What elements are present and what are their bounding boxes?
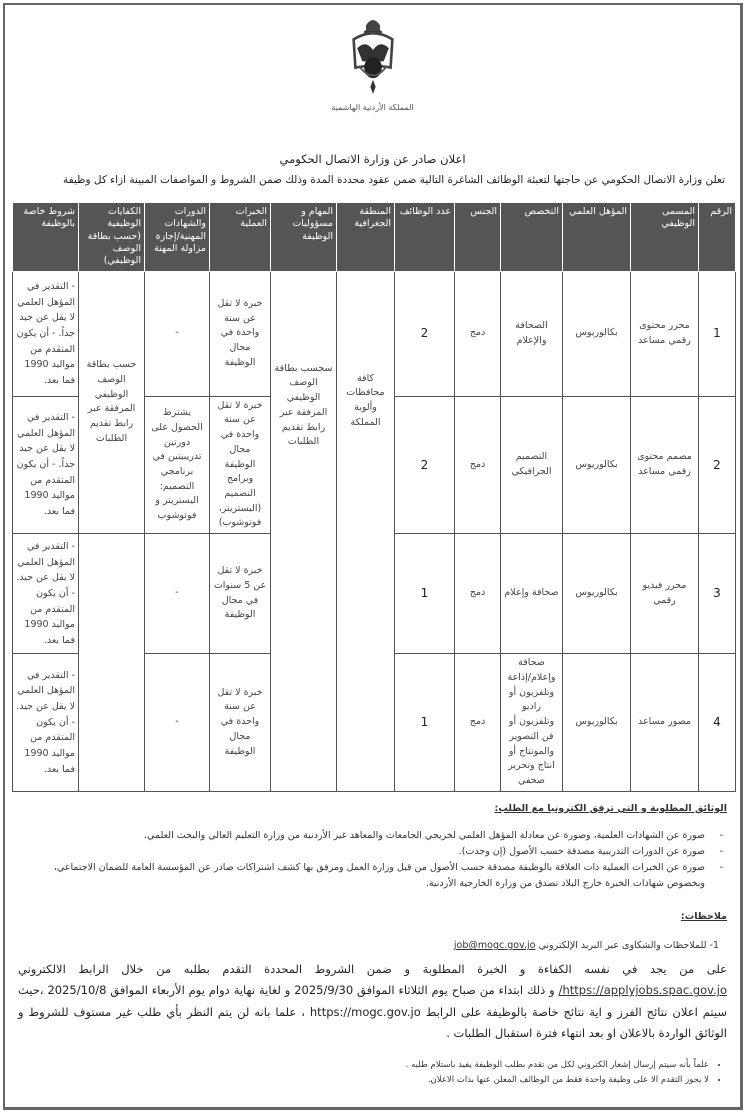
cell-experience: خبرة لا تقل عن سنة واحدة في مجال الوظيفة…	[209, 395, 271, 535]
documents-heading: الوثائق المطلوبة و التي ترفق الكترونيا م…	[494, 802, 727, 814]
email-link[interactable]: job@mogc.gov.jo	[453, 940, 536, 952]
cell-gender: دمج	[454, 533, 501, 655]
note-bullet: لا يجوز التقدم الا على وظيفة واحدة فقط م…	[18, 1073, 709, 1087]
header-courses: الدورات والشهادات المهنية/إجازة مزاولة ا…	[144, 202, 210, 272]
table-row: 2 مصمم محتوى رقمي مساعد بكالوريوس التصمي…	[12, 395, 736, 535]
table-row: 1 محرر محتوى رقمي مساعد بكالوريوس الصحاف…	[12, 270, 736, 792]
cell-conditions: - التقدير في المؤهل العلمي لا يقل عن جيد…	[12, 533, 79, 655]
cell-count: 2	[394, 270, 455, 397]
cell-count: 1	[394, 653, 455, 792]
cell-major: التصميم الجرافيكي	[500, 395, 563, 535]
application-paragraph: على من يجد في نفسه الكفاءة و الخبرة المط…	[18, 959, 727, 1044]
paragraph-part-a: على من يجد في نفسه الكفاءة و الخبرة المط…	[18, 962, 727, 977]
note-contact: 1- للملاحظات والشكاوى عبر البريد الإلكتر…	[18, 938, 727, 953]
header-experience: الخبرات العملية	[209, 202, 271, 272]
cell-gender: دمج	[454, 653, 501, 792]
header-major: التخصص	[500, 202, 563, 272]
notes-section: ملاحظات: 1- للملاحظات والشكاوى عبر البري…	[18, 910, 727, 1087]
cell-title: مصمم محتوى رقمي مساعد	[630, 395, 699, 535]
paragraph-part-b: و ذلك ابتداء من صباح يوم الثلاثاء المواف…	[18, 983, 727, 1041]
required-documents: الوثائق المطلوبة و التي ترفق الكترونيا م…	[18, 802, 727, 893]
header-title: المسمى الوظيفي	[630, 202, 699, 272]
cell-courses: يشترط الحصول على دورتين تدريبيتين في برن…	[144, 395, 210, 535]
cell-conditions: - التقدير في المؤهل العلمي لا يقل عن جيد…	[12, 653, 79, 792]
jobs-table: الرقم المسمى الوظيفي المؤهل العلمي التخص…	[12, 202, 736, 792]
cell-degree: بكالوريوس	[562, 533, 631, 655]
note-bullet: علماً بأنه سيتم إرسال إشعار الكتروني لكل…	[18, 1058, 709, 1072]
document-item: صورة عن الشهادات العلمية، وصورة عن معادل…	[18, 828, 723, 844]
header-count: عدد الوظائف	[394, 202, 455, 272]
cell-major: الصحافة والإعلام	[500, 270, 563, 397]
cell-gender: دمج	[454, 270, 501, 397]
header-gender: الجنس	[454, 202, 501, 272]
cell-degree: بكالوريوس	[562, 653, 631, 792]
cell-conditions: - التقدير في المؤهل العلمي لا يقل عن جيد…	[12, 270, 79, 397]
cell-competencies: حسب بطاقة الوصف الوظيفي المرفقة عبر رابط…	[78, 270, 145, 535]
table-row: 3 محرر فيديو رقمي بكالوريوس صحافة وإعلام…	[12, 533, 736, 792]
cell-no: 4	[698, 653, 736, 792]
cell-courses: -	[144, 533, 210, 655]
table-row: 4 مصور مساعد بكالوريوس صحافة وإعلام/إذاع…	[12, 653, 736, 792]
cell-no: 1	[698, 270, 736, 397]
table-header-row: الرقم المسمى الوظيفي المؤهل العلمي التخص…	[12, 202, 736, 272]
header-tasks: المهام و مسؤوليات الوظيفة	[270, 202, 337, 272]
page-frame: المملكة الأردنية الهاشمية اعلان صادر عن …	[3, 3, 743, 1111]
cell-courses: -	[144, 653, 210, 792]
apply-link[interactable]: https://applyjobs.spac.gov.jo/	[558, 983, 727, 998]
cell-experience: خبرة لا تقل عن سنة واحدة في مجال الوظيفة	[209, 270, 271, 397]
cell-title: محرر محتوى رقمي مساعد	[630, 270, 699, 397]
cell-no: 2	[698, 395, 736, 535]
cell-experience: خبرة لا تقل عن 5 سنوات في مجال الوظيفة	[209, 533, 271, 655]
cell-degree: بكالوريوس	[562, 270, 631, 397]
header-region: المنطقة الجغرافية	[336, 202, 395, 272]
cell-courses: -	[144, 270, 210, 397]
cell-degree: بكالوريوس	[562, 395, 631, 535]
header-no: الرقم	[698, 202, 736, 272]
cell-competencies-empty	[78, 533, 145, 792]
cell-no: 3	[698, 533, 736, 655]
page-header: المملكة الأردنية الهاشمية	[12, 13, 733, 133]
jordan-coat-of-arms-icon	[351, 20, 394, 94]
cell-count: 2	[394, 395, 455, 535]
cell-major: صحافة وإعلام	[500, 533, 563, 655]
cell-experience: خبرة لا تقل عن سنة واحدة في مجال الوظيفة	[209, 653, 271, 792]
cell-count: 1	[394, 533, 455, 655]
document-item: صورة عن الدورات التدريبية مصدقة حسب الأص…	[18, 844, 723, 860]
cell-title: مصور مساعد	[630, 653, 699, 792]
cell-region: كافة محافظات وألوية المملكة	[336, 270, 395, 792]
announcement-intro: تعلن وزارة الاتصال الحكومي عن حاجتها لتع…	[63, 174, 725, 186]
header-degree: المؤهل العلمي	[562, 202, 631, 272]
notes-heading: ملاحظات:	[680, 911, 727, 923]
cell-gender: دمج	[454, 395, 501, 535]
announcement-title: اعلان صادر عن وزارة الاتصال الحكومي	[279, 152, 466, 166]
cell-major: صحافة وإعلام/إذاعة وتلفزيون أو راديو وتل…	[500, 653, 563, 792]
document-item: صورة عن الخبرات العملية ذات العلاقة بالو…	[18, 860, 723, 892]
cell-conditions: - التقدير في المؤهل العلمي لا يقل عن جيد…	[12, 395, 79, 535]
cell-tasks: سحسب بطاقة الوصف الوظيفي المرفقة عبر راب…	[270, 270, 337, 792]
emblem-caption: المملكة الأردنية الهاشمية	[331, 103, 414, 112]
cell-title: محرر فيديو رقمي	[630, 533, 699, 655]
note-contact-text: 1- للملاحظات والشكاوى عبر البريد الإلكتر…	[538, 940, 719, 952]
header-competencies: الكفايات الوظيفية (حسب بطاقة الوصف الوظي…	[78, 202, 145, 272]
header-conditions: شروط خاصة بالوظيفة	[12, 202, 79, 272]
